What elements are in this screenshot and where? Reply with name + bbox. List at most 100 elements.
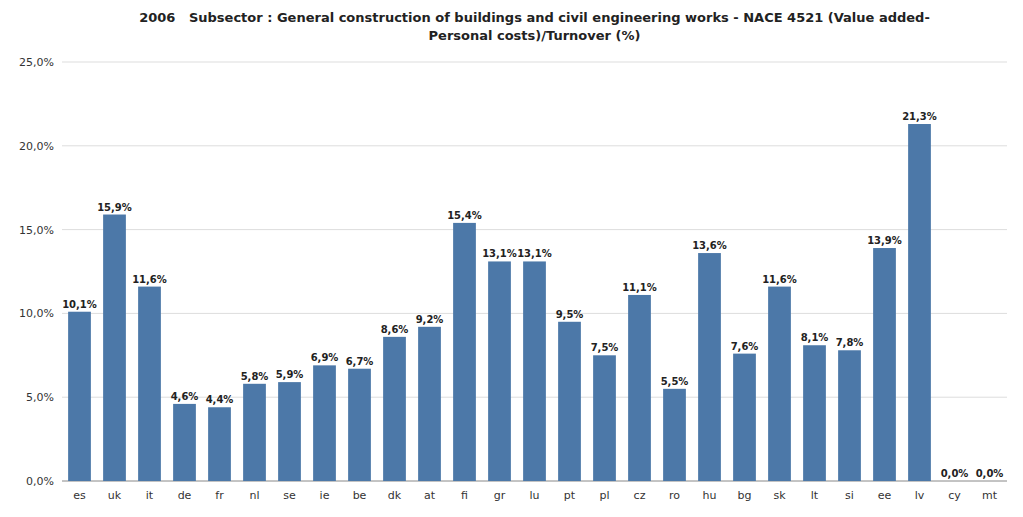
bar (733, 354, 756, 481)
y-axis: 0,0% 5,0% 10,0% 15,0% 20,0% 25,0% (19, 56, 54, 488)
bar (523, 261, 546, 481)
data-label: 11,6% (762, 274, 797, 285)
bar (453, 223, 476, 481)
x-tick-label: gr (494, 489, 506, 502)
x-tick-label: si (845, 489, 854, 502)
y-tick-label: 10,0% (19, 307, 54, 320)
bar (558, 322, 581, 481)
bar (908, 124, 931, 481)
x-tick-label: de (178, 489, 192, 502)
title-line: 2006 Subsector : General construction of… (139, 10, 930, 25)
bar (978, 481, 1001, 482)
data-label: 4,6% (171, 391, 199, 402)
x-tick-label: lv (915, 489, 925, 502)
grid-line (62, 145, 1007, 146)
title: 2006 Subsector : General construction of… (139, 10, 930, 43)
bar (103, 215, 126, 481)
x-tick-label: uk (108, 489, 122, 502)
x-tick-label: dk (388, 489, 402, 502)
bar (348, 369, 371, 481)
bar (418, 327, 441, 481)
data-label: 13,1% (482, 248, 517, 259)
bar (663, 389, 686, 481)
data-label: 7,8% (836, 337, 864, 348)
x-tick-label: cy (948, 489, 961, 502)
bar (173, 404, 196, 481)
y-tick-label: 0,0% (26, 475, 54, 488)
data-label: 5,8% (241, 371, 269, 382)
y-tick-label: 15,0% (19, 224, 54, 237)
bar (488, 261, 511, 481)
bar (313, 365, 336, 481)
bar (768, 287, 791, 481)
x-tick-label: at (424, 489, 436, 502)
bar (68, 312, 91, 481)
x-tick-label: hu (703, 489, 717, 502)
x-tick-label: mt (982, 489, 998, 502)
data-label: 15,9% (97, 202, 132, 213)
data-label: 7,5% (591, 342, 619, 353)
x-tick-label: ie (320, 489, 330, 502)
bar (628, 295, 651, 481)
data-label: 8,6% (381, 324, 409, 335)
grid-line (62, 229, 1007, 230)
x-tick-label: pt (564, 489, 576, 502)
bar (383, 337, 406, 481)
chart: 2006 Subsector : General construction of… (0, 0, 1023, 517)
x-tick-label: it (146, 489, 154, 502)
data-labels: 10,1% 15,9% 11,6% 4,6% 4,4% 5,8% 5,9% 6,9% 6,7% 8… (62, 111, 1003, 479)
y-tick-label: 20,0% (19, 140, 54, 153)
data-label: 0,0% (941, 468, 969, 479)
x-tick-label: sk (773, 489, 786, 502)
data-label: 4,4% (206, 394, 234, 405)
x-tick-label: nl (249, 489, 259, 502)
x-tick-label: fi (461, 489, 468, 502)
x-tick-label: fr (215, 489, 224, 502)
x-axis: es uk it de fr nl se ie be dk at fi gr lu pt pl cz ro hu bg… (73, 489, 997, 502)
x-tick-label: bg (738, 489, 752, 502)
x-tick-label: lu (529, 489, 539, 502)
y-tick-label: 5,0% (26, 391, 54, 404)
bar (208, 407, 231, 481)
data-label: 8,1% (801, 332, 829, 343)
data-label: 13,9% (867, 235, 902, 246)
data-label: 13,1% (517, 248, 552, 259)
data-label: 13,6% (692, 240, 727, 251)
x-tick-label: be (353, 489, 367, 502)
data-label: 6,9% (311, 352, 339, 363)
data-label: 11,1% (622, 282, 657, 293)
data-label: 11,6% (132, 274, 167, 285)
x-tick-label: pl (599, 489, 609, 502)
x-tick-label: ro (669, 489, 680, 502)
bar (873, 248, 896, 481)
data-label: 15,4% (447, 210, 482, 221)
x-tick-label: ee (878, 489, 892, 502)
x-tick-label: lt (811, 489, 819, 502)
data-label: 10,1% (62, 299, 97, 310)
data-label: 7,6% (731, 341, 759, 352)
y-tick-label: 25,0% (19, 56, 54, 69)
bars (68, 124, 931, 481)
grid-line (62, 62, 1007, 63)
title-line: Personal costs)/Turnover (%) (429, 28, 641, 43)
bar (243, 384, 266, 481)
x-tick-label: se (283, 489, 296, 502)
data-label: 21,3% (902, 111, 937, 122)
data-label: 5,9% (276, 369, 304, 380)
data-label: 9,5% (556, 309, 584, 320)
page: {"chart_data": { "type": "bar", "title":… (0, 0, 1023, 517)
bar (138, 287, 161, 481)
bar (943, 481, 966, 482)
x-tick-label: es (73, 489, 86, 502)
data-label: 5,5% (661, 376, 689, 387)
data-label: 0,0% (976, 468, 1004, 479)
grid (62, 62, 1007, 481)
data-label: 6,7% (346, 356, 374, 367)
bar (838, 350, 861, 481)
bar (593, 355, 616, 481)
data-label: 9,2% (416, 314, 444, 325)
bar (278, 382, 301, 481)
bar (698, 253, 721, 481)
bar (803, 345, 826, 481)
x-tick-label: cz (634, 489, 646, 502)
